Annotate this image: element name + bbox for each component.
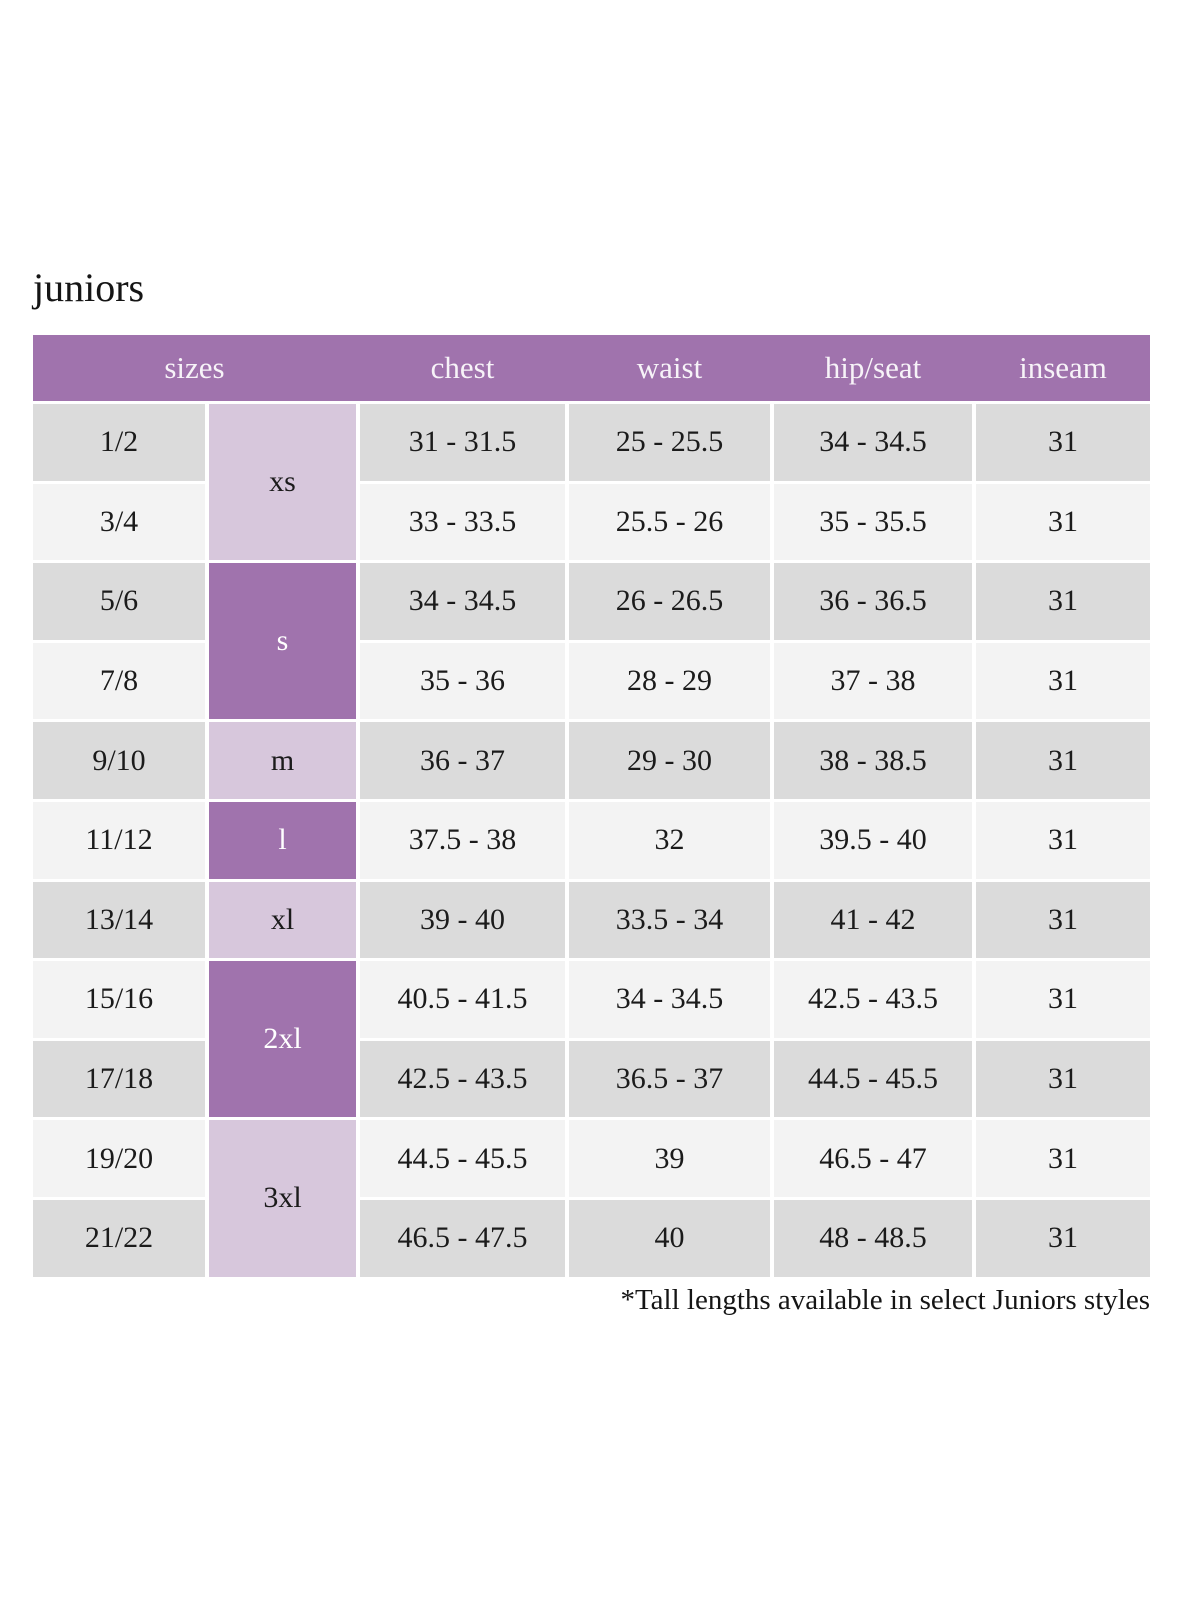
chest-cell: 37.5 - 38 [360,801,565,879]
table-body: 1/2 xs 31 - 31.5 25 - 25.5 34 - 34.5 31 … [33,404,1150,1277]
hip-seat-cell: 34 - 34.5 [774,404,972,481]
hip-seat-cell: 38 - 38.5 [774,722,972,799]
hip-seat-cell: 41 - 42 [774,881,972,959]
column-header-chest: chest [430,350,495,385]
table-header-row: sizes chest waist hip/seat inseam [33,335,1150,401]
inseam-cell: 31 [976,563,1150,640]
size-cell: 7/8 [33,642,205,720]
waist-cell: 39 [569,1120,770,1197]
hip-seat-cell: 37 - 38 [774,642,972,720]
waist-cell: 25 - 25.5 [569,404,770,481]
chest-cell: 39 - 40 [360,881,565,959]
hip-seat-cell: 48 - 48.5 [774,1199,972,1277]
hip-seat-cell: 35 - 35.5 [774,483,972,561]
chest-cell: 40.5 - 41.5 [360,961,565,1038]
hip-seat-cell: 42.5 - 43.5 [774,961,972,1038]
chest-cell: 36 - 37 [360,722,565,799]
chest-cell: 44.5 - 45.5 [360,1120,565,1197]
chest-cell: 35 - 36 [360,642,565,720]
hip-seat-cell: 36 - 36.5 [774,563,972,640]
size-group-cell-m: m [209,722,356,799]
chest-cell: 34 - 34.5 [360,563,565,640]
inseam-cell: 31 [976,404,1150,481]
inseam-cell: 31 [976,1199,1150,1277]
hip-seat-cell: 46.5 - 47 [774,1120,972,1197]
size-cell: 5/6 [33,563,205,640]
size-group-cell-xl: xl [209,881,356,959]
chest-cell: 46.5 - 47.5 [360,1199,565,1277]
size-group-cell-s: s [209,563,356,720]
size-cell: 21/22 [33,1199,205,1277]
juniors-size-chart: sizes chest waist hip/seat inseam 1/2 xs… [33,335,1150,1277]
inseam-cell: 31 [976,722,1150,799]
inseam-cell: 31 [976,881,1150,959]
waist-cell: 36.5 - 37 [569,1040,770,1118]
chest-cell: 33 - 33.5 [360,483,565,561]
size-group-cell-l: l [209,801,356,879]
size-group-cell-2xl: 2xl [209,961,356,1118]
column-header-sizes: sizes [164,350,225,385]
inseam-cell: 31 [976,961,1150,1038]
chest-cell: 31 - 31.5 [360,404,565,481]
hip-seat-cell: 44.5 - 45.5 [774,1040,972,1118]
page-title: juniors [33,265,145,310]
inseam-cell: 31 [976,483,1150,561]
size-cell: 11/12 [33,801,205,879]
inseam-cell: 31 [976,801,1150,879]
inseam-cell: 31 [976,1120,1150,1197]
waist-cell: 28 - 29 [569,642,770,720]
column-header-hip-seat: hip/seat [824,350,922,385]
waist-cell: 25.5 - 26 [569,483,770,561]
waist-cell: 32 [569,801,770,879]
size-group-cell-xs: xs [209,404,356,561]
size-cell: 3/4 [33,483,205,561]
tall-lengths-footnote: *Tall lengths available in select Junior… [620,1283,1150,1316]
size-chart-page: juniors sizes chest waist hip/seat insea… [33,265,1150,1316]
size-cell: 9/10 [33,722,205,799]
size-group-cell-3xl: 3xl [209,1120,356,1277]
size-cell: 19/20 [33,1120,205,1197]
waist-cell: 29 - 30 [569,722,770,799]
size-cell: 13/14 [33,881,205,959]
waist-cell: 34 - 34.5 [569,961,770,1038]
size-cell: 17/18 [33,1040,205,1118]
hip-seat-cell: 39.5 - 40 [774,801,972,879]
size-cell: 1/2 [33,404,205,481]
inseam-cell: 31 [976,642,1150,720]
column-header-waist: waist [636,350,703,385]
column-header-inseam: inseam [1019,350,1107,385]
size-cell: 15/16 [33,961,205,1038]
waist-cell: 26 - 26.5 [569,563,770,640]
waist-cell: 40 [569,1199,770,1277]
waist-cell: 33.5 - 34 [569,881,770,959]
chest-cell: 42.5 - 43.5 [360,1040,565,1118]
inseam-cell: 31 [976,1040,1150,1118]
